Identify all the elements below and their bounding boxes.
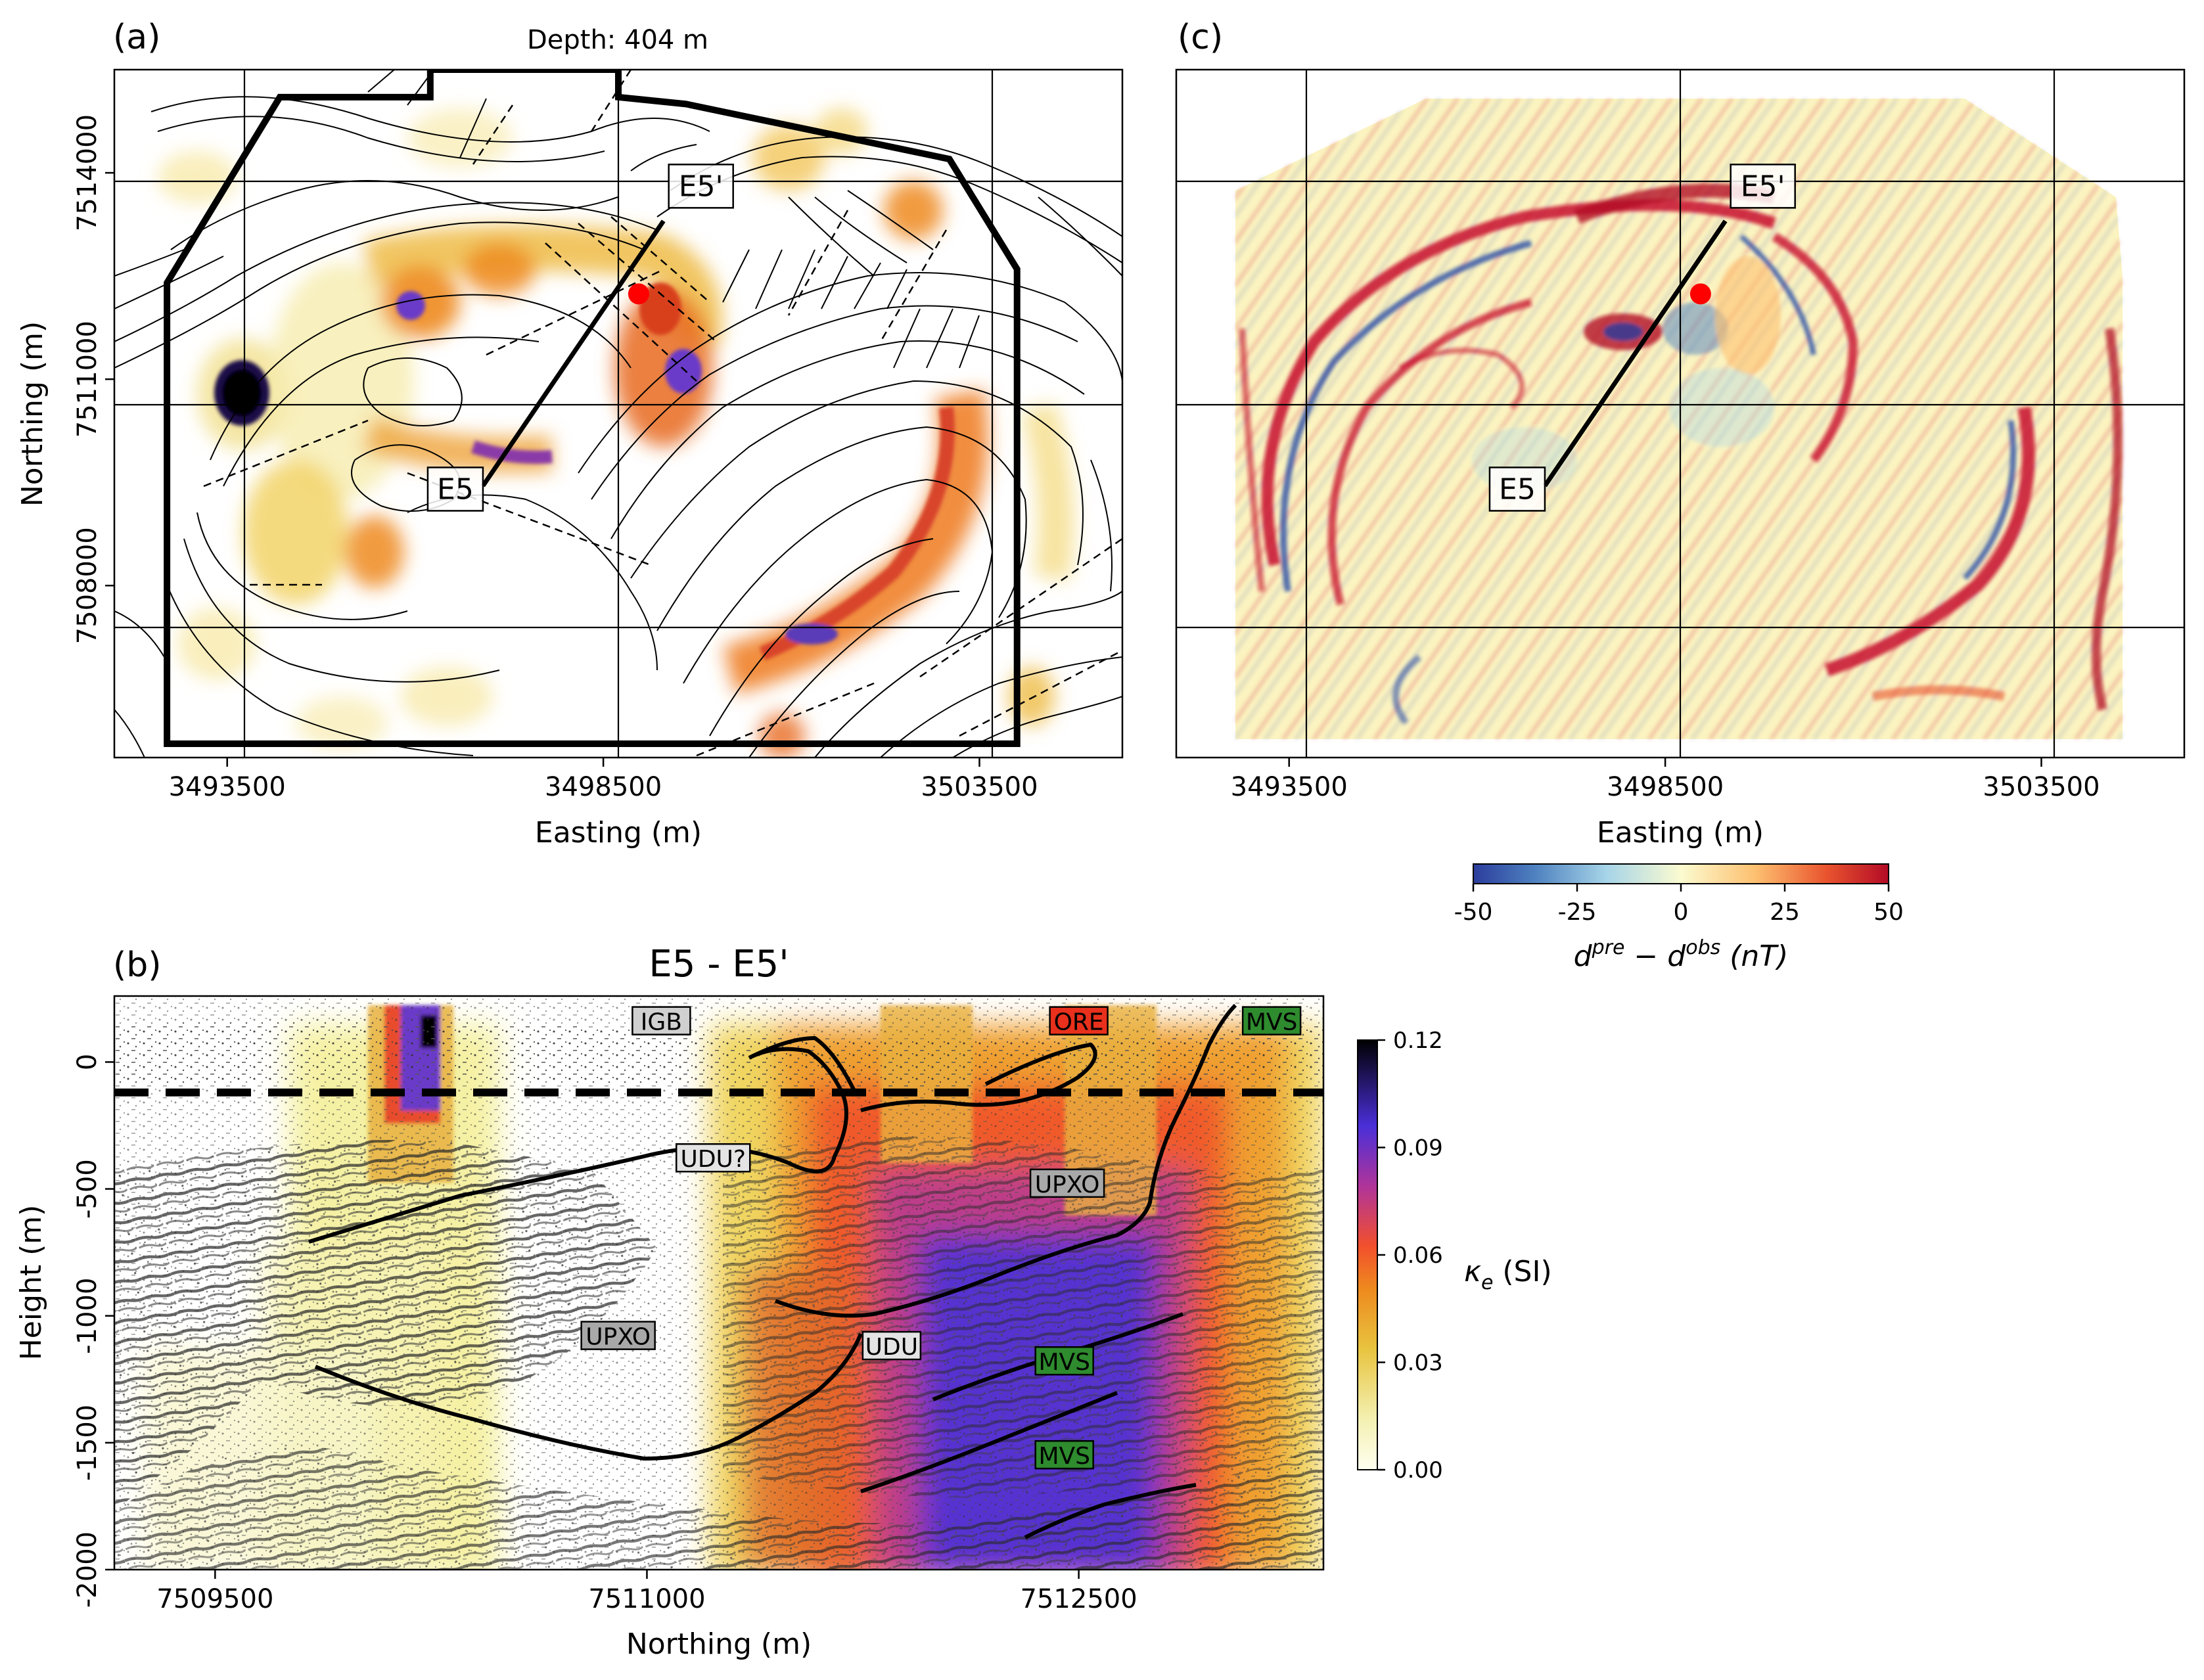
kappa-colorbar-tick-label: 0.00 [1393, 1457, 1443, 1484]
panel-c-label-box [1488, 466, 1546, 512]
kappa-colorbar-label: κe (SI) [1464, 1255, 1552, 1294]
kappa-colorbar-tick-label: 0.09 [1393, 1135, 1443, 1162]
panel-a: (a) Depth: 404 m [16, 18, 1124, 850]
panel-b-heatmap [114, 996, 1323, 1570]
panel-c-red-point [1689, 283, 1711, 305]
misfit-colorbar-tick-label: 25 [1770, 899, 1800, 926]
panel-c-label: (c) [1178, 18, 1223, 57]
panel-a-section-trace [481, 219, 666, 488]
kappa-colorbar-tick-label: 0.12 [1393, 1028, 1443, 1054]
panel-a-heatmap [158, 108, 1074, 758]
panel-c-label-e5: E5 [1499, 472, 1536, 506]
unit-label: UPXO [1035, 1171, 1100, 1198]
panel-a-label-box [426, 466, 484, 512]
misfit-colorbar: -50 -25 0 25 50 dpre − dobs (nT) [1454, 863, 1904, 973]
panel-a-red-point [628, 283, 649, 305]
panel-c-axes-frame [1175, 68, 2186, 759]
panel-c-label-box [1730, 164, 1796, 209]
kappa-colorbar-tick-label: 0.06 [1393, 1242, 1443, 1269]
unit-label-box [675, 1143, 751, 1173]
panel-c-grid [1176, 70, 2184, 758]
panel-b-y-tick-label: -1000 [72, 1278, 103, 1354]
section-line-e5: E5 E5' [426, 164, 734, 512]
panel-c-label-e5-prime: E5' [1741, 170, 1785, 203]
panel-c-x-tick-label: 3493500 [1231, 772, 1348, 802]
panel-a-label-e5: E5 [437, 472, 474, 506]
panel-a-axes-frame [113, 68, 1124, 759]
panel-c-x-tick-label: 3498500 [1607, 772, 1724, 802]
misfit-colorbar-label: dpre − dobs (nT) [1574, 936, 1789, 973]
panel-c-section-trace [1543, 219, 1728, 488]
unit-label-box [1034, 1440, 1094, 1470]
panel-b-y-tick-label: -2000 [72, 1532, 103, 1608]
panel-a-title: Depth: 404 m [527, 25, 708, 55]
panel-a-x-tick-label: 3493500 [169, 772, 286, 802]
panel-b-x-tick-label: 7509500 [156, 1584, 273, 1614]
panel-a-label-box [668, 164, 734, 209]
panel-a-label-e5-prime: E5' [679, 170, 723, 203]
misfit-colorbar-tick-label: -25 [1558, 899, 1597, 926]
misfit-colorbar-tick-label: -50 [1454, 899, 1493, 926]
panel-a-y-tick-label: 7514000 [72, 114, 103, 231]
unit-label: ORE [1054, 1009, 1104, 1036]
unit-label-box [1029, 1168, 1105, 1198]
misfit-colorbar-tick-label: 0 [1674, 899, 1689, 926]
panel-a-y-tick-label: 7511000 [72, 321, 103, 438]
panel-b-xlabel: Northing (m) [626, 1627, 812, 1661]
panel-c: (c) [1175, 18, 2186, 973]
panel-b-axes-frame [113, 995, 1325, 1571]
panel-b: (b) E5 - E5' [14, 943, 1552, 1661]
unit-label: UDU? [680, 1146, 746, 1173]
panel-a-y-tick-label: 7508000 [72, 527, 103, 644]
panel-a-x-tick-label: 3503500 [921, 772, 1038, 802]
survey-outline [164, 70, 1021, 748]
panel-b-y-tick-label: -1500 [72, 1405, 103, 1481]
panel-a-xlabel: Easting (m) [535, 816, 702, 850]
unit-label-box [580, 1321, 656, 1350]
panel-b-title: E5 - E5' [649, 943, 789, 986]
unit-label-box [1034, 1346, 1094, 1376]
panel-c-heatmap [1235, 99, 2123, 739]
panel-b-label: (b) [113, 945, 162, 985]
unit-label: IGB [641, 1009, 682, 1036]
panel-b-x-tick-label: 7512500 [1021, 1584, 1137, 1614]
panel-a-grid [114, 70, 1122, 758]
unit-label-box [631, 1006, 691, 1035]
kappa-colorbar-gradient [1357, 1039, 1378, 1470]
panel-b-ylabel: Height (m) [14, 1205, 48, 1361]
unit-label: MVS [1246, 1009, 1298, 1036]
unit-label-box [861, 1330, 922, 1361]
kappa-colorbar: 0.00 0.03 0.06 0.09 0.12 κe (SI) [1357, 1028, 1552, 1484]
unit-label: MVS [1038, 1443, 1090, 1470]
misfit-colorbar-gradient [1473, 863, 1889, 884]
panel-b-horizons [308, 1003, 1237, 1539]
kappa-colorbar-tick-label: 0.03 [1393, 1350, 1443, 1376]
panel-a-label: (a) [113, 18, 160, 57]
panel-c-x-tick-label: 3503500 [1983, 772, 2100, 802]
panel-a-x-tick-label: 3498500 [545, 772, 662, 802]
unit-label-box [1241, 1006, 1302, 1035]
panel-b-x-tick-label: 7511000 [588, 1584, 705, 1614]
unit-label-box [1049, 1006, 1109, 1035]
panel-a-ylabel: Northing (m) [16, 321, 49, 507]
panel-c-xlabel: Easting (m) [1597, 816, 1764, 850]
unit-label: UDU [865, 1334, 918, 1361]
unit-label: UPXO [585, 1324, 651, 1351]
panel-b-y-tick-label: 0 [72, 1054, 103, 1070]
section-line-e5-c: E5 E5' [1488, 164, 1796, 512]
misfit-colorbar-tick-label: 50 [1873, 899, 1904, 926]
unit-label: MVS [1038, 1349, 1090, 1376]
panel-b-y-tick-label: -500 [72, 1159, 103, 1219]
